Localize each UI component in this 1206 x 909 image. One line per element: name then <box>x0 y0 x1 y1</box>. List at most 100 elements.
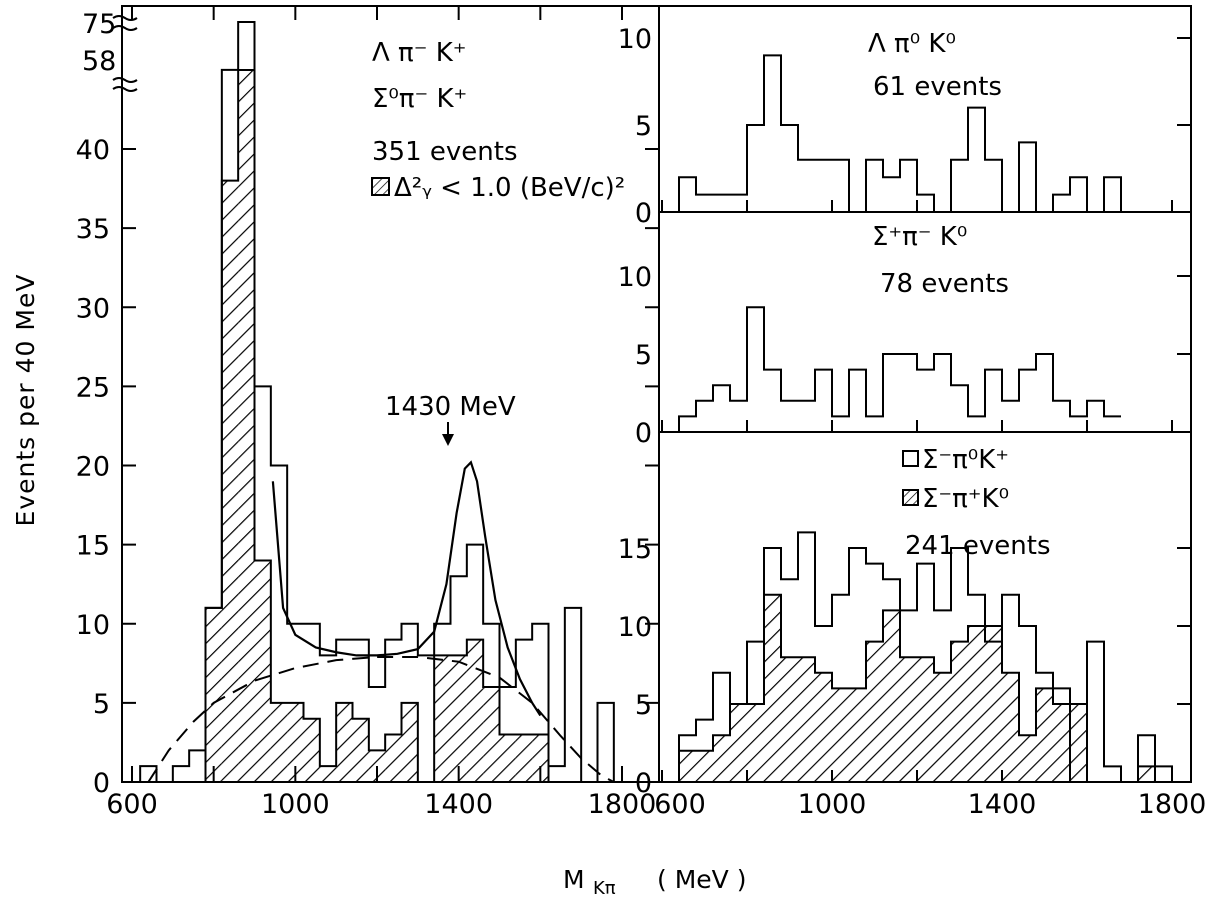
left-hatched-bar-6 <box>287 702 304 782</box>
rm-title-line1: Σ⁺π⁻ K⁰ <box>872 222 967 252</box>
rm-open-bar-22 <box>1036 354 1053 432</box>
left-hatched-bar-18 <box>483 687 500 782</box>
rm-open-bar-1 <box>679 416 696 432</box>
right-x-tick-label-1000: 1000 <box>798 789 867 820</box>
legend-hatched-swatch <box>371 177 390 196</box>
rt-open-bar-12 <box>866 160 883 212</box>
rm-open-bar-4 <box>730 401 747 432</box>
rm-open-bar-18 <box>968 416 985 432</box>
rt-open-bar-19 <box>985 160 1002 212</box>
left-x-tick-label-600: 600 <box>106 789 158 820</box>
rb-hatched-bar-17 <box>968 626 985 782</box>
rm-open-bar-19 <box>985 370 1002 432</box>
legend-hatched-label: Δ²ᵧ < 1.0 (BeV/c)² <box>394 173 625 203</box>
rm-open-bar-7 <box>781 401 798 432</box>
rb-hatched-bar-8 <box>815 672 832 782</box>
rm-open-bar-12 <box>866 416 883 432</box>
left-y-tick-label-5: 5 <box>93 689 110 720</box>
left-all-bar-2 <box>173 766 189 782</box>
left-y-tick-label-40: 40 <box>76 135 110 166</box>
rb-hatched-bar-22 <box>1053 704 1070 782</box>
rb-legend-hatched: Σ⁻π⁺K⁰ <box>902 484 1009 514</box>
legend-hatched: Δ²ᵧ < 1.0 (BeV/c)² <box>371 173 625 203</box>
rb-legend-hatched-label: Σ⁻π⁺K⁰ <box>922 484 1009 514</box>
rt-y-tick-label-5: 5 <box>635 111 652 142</box>
rt-events-count: 61 events <box>873 72 1002 102</box>
rm-open-bar-25 <box>1087 401 1104 432</box>
rb-hatched-bar-19 <box>1002 672 1019 782</box>
rt-open-bar-21 <box>1019 142 1036 212</box>
rb-hatched-bar-5 <box>764 594 781 782</box>
left-x-tick-label-1800: 1800 <box>588 789 657 820</box>
rm-open-bar-5 <box>747 307 764 432</box>
left-outline-layer <box>139 21 615 783</box>
rm-y-tick-label-5: 5 <box>635 340 652 371</box>
left-hatched-bar-16 <box>450 655 467 782</box>
rb-hatched-bar-12 <box>883 610 900 782</box>
rm-open-bar-8 <box>798 401 815 432</box>
left-fit-solid <box>271 460 542 717</box>
left-hatched-bar-5 <box>270 702 288 782</box>
rt-open-bar-9 <box>815 160 832 212</box>
rm-open-bar-6 <box>764 370 781 432</box>
left-x-tick-label-1000: 1000 <box>261 789 330 820</box>
rb-hatched-bar-10 <box>849 688 866 782</box>
rt-open-bar-4 <box>730 195 747 212</box>
left-hatched-bar-8 <box>319 766 337 782</box>
rt-open-bar-5 <box>747 125 764 212</box>
rm-open-bar-20 <box>1002 401 1019 432</box>
rb-open-bar-26 <box>1104 766 1121 782</box>
left-all-bar-11 <box>320 655 336 782</box>
left-hatched-bar-7 <box>303 718 320 782</box>
rm-y-tick-label-10: 10 <box>618 262 652 293</box>
break-label-58: 58 <box>82 46 116 77</box>
rb-hatched-bar-9 <box>832 688 849 782</box>
rt-open-bar-6 <box>764 55 781 212</box>
left-hatched-bar-19 <box>499 734 516 782</box>
rt-open-bar-8 <box>798 160 815 212</box>
rm-open-bar-17 <box>951 385 968 432</box>
rt-y-tick-label-10: 10 <box>618 24 652 55</box>
left-fit-layer <box>147 460 615 783</box>
rt-title-line1: Λ π⁰ K⁰ <box>868 29 956 59</box>
rt-open-bar-18 <box>968 108 985 212</box>
rt-open-bar-2 <box>696 195 713 212</box>
rt-open-bar-7 <box>781 125 798 212</box>
left-ticks: 0 5 10 15 20 25 30 35 40 <box>76 6 659 799</box>
rb-hatched-bar-7 <box>798 657 815 782</box>
left-hatched-bar-1 <box>205 607 222 782</box>
left-y-tick-label-10: 10 <box>76 610 110 641</box>
rb-y-tick-label-5: 5 <box>635 690 652 721</box>
rb-hatched-bar-16 <box>951 641 968 782</box>
left-hatched-bar-20 <box>515 734 533 782</box>
rb-outline-layer <box>662 531 1173 783</box>
y-axis-label: Events per 40 MeV <box>11 274 40 527</box>
rm-open-bar-23 <box>1053 401 1070 432</box>
right-middle-panel: 0 5 10 Σ⁺π⁻ K⁰ 78 events <box>618 211 1192 449</box>
rb-open-outline <box>662 531 1173 783</box>
x-axis-label-unit: ( MeV ) <box>657 865 746 894</box>
rb-hatched-bar-21 <box>1036 688 1053 782</box>
rm-ticks: 0 5 10 <box>618 262 1191 449</box>
rm-open-bar-26 <box>1104 416 1121 432</box>
left-hatched-outline <box>189 69 550 783</box>
peak-arrow <box>442 422 454 446</box>
left-hatched-bar-2 <box>221 180 239 782</box>
left-y-tick-label-35: 35 <box>76 214 110 245</box>
rm-open-bar-14 <box>900 354 917 432</box>
rb-hatched-bar-15 <box>934 672 951 782</box>
left-hatched-bar-13 <box>401 702 418 782</box>
left-x-tick-label-1400: 1400 <box>424 789 493 820</box>
left-hatched-bar-17 <box>466 639 484 782</box>
right-bottom-panel: 0 5 10 15 Σ⁻π⁰K⁺ Σ⁻π⁺K⁰ 241 events <box>618 431 1192 799</box>
left-y-tick-label-30: 30 <box>76 293 110 324</box>
right-x-tick-label-1400: 1400 <box>968 789 1037 820</box>
left-hatched-bar-10 <box>352 718 369 782</box>
rb-hatched-bar-23 <box>1070 704 1087 782</box>
rb-hatched-bar-0 <box>679 750 696 782</box>
rb-hatched-bar-27 <box>1138 766 1155 782</box>
left-hatched-bar-12 <box>385 734 402 782</box>
